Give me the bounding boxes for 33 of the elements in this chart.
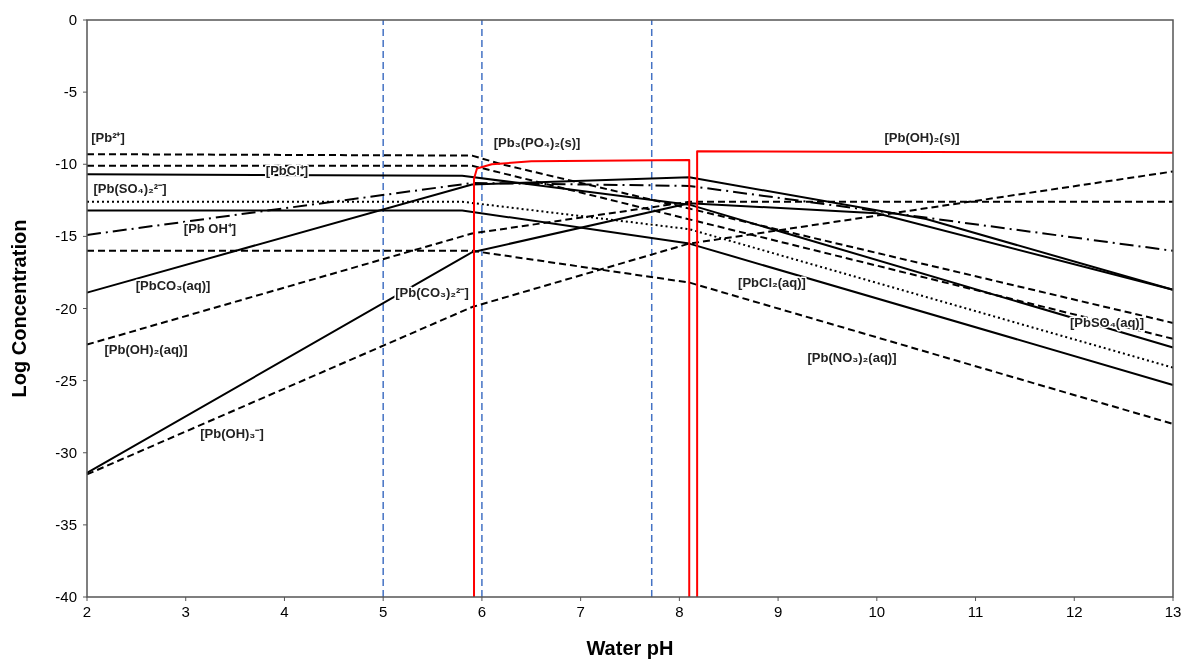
y-tick-label: -35 — [55, 515, 77, 533]
y-axis-title: Log Concentration — [8, 219, 30, 398]
x-axis-title: Water pH — [586, 637, 674, 659]
y-tick-label: -25 — [55, 371, 77, 389]
y-tick-label: -5 — [63, 83, 77, 101]
x-tick-label: 5 — [379, 603, 388, 620]
annotation: [Pb(SO₄)₂²⁻] — [93, 181, 167, 196]
x-tick-label: 12 — [1065, 603, 1083, 620]
y-tick-label: -15 — [55, 227, 77, 245]
annotation: [PbCO₃(aq)] — [135, 278, 211, 293]
x-tick-label: 13 — [1164, 603, 1182, 620]
annotation: [Pb₃(PO₄)₂(s)] — [493, 135, 581, 150]
annotation: [Pb OH⁺] — [183, 221, 237, 236]
annotation: [PbCl₂(aq)] — [738, 275, 806, 290]
x-tick-label: 8 — [675, 603, 684, 620]
x-tick-label: 6 — [477, 603, 487, 620]
annotation: [Pb²⁺] — [91, 130, 125, 145]
y-tick-label: -40 — [55, 588, 77, 605]
x-tick-label: 2 — [82, 603, 92, 620]
x-tick-label: 3 — [181, 603, 190, 620]
x-tick-label: 7 — [576, 603, 585, 620]
y-tick-label: 0 — [68, 11, 77, 28]
y-tick-label: -30 — [55, 443, 77, 461]
y-tick-label: -10 — [55, 155, 77, 173]
annotation: [Pb(OH)₂(s)] — [884, 130, 960, 145]
y-tick-label: -20 — [55, 299, 77, 317]
annotation: [Pb(OH)₂(aq)] — [104, 342, 188, 357]
x-tick-label: 9 — [773, 603, 783, 620]
annotation: [Pb(OH)₃⁻] — [200, 426, 264, 441]
x-tick-label: 4 — [280, 603, 289, 620]
x-tick-label: 10 — [868, 603, 886, 620]
annotation: [Pb(NO₃)₂(aq)] — [807, 350, 897, 365]
x-tick-label: 11 — [967, 603, 984, 620]
